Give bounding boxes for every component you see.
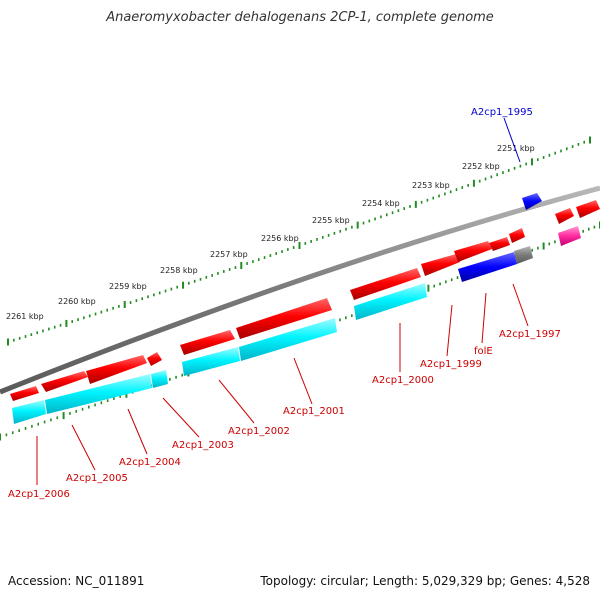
gene-arrow[interactable]	[350, 268, 421, 300]
gene-label[interactable]: A2cp1_2004	[119, 457, 181, 468]
gene-labels: A2cp1_1995 A2cp1_1997 folE A2cp1_1999 A2…	[8, 107, 561, 500]
gene-arrow[interactable]	[10, 386, 39, 401]
gene-arrow[interactable]	[576, 200, 600, 218]
gene-label[interactable]: A2cp1_2006	[8, 489, 70, 500]
gene-arrow[interactable]	[86, 355, 147, 384]
kbp-label: 2251 kbp	[497, 144, 535, 153]
kbp-label: 2255 kbp	[312, 216, 350, 225]
gene-arrow[interactable]	[454, 241, 492, 262]
callout-line	[503, 117, 521, 163]
callout-line	[218, 379, 255, 424]
gene-arrow[interactable]	[555, 208, 574, 224]
outer-scale-ticks	[7, 136, 591, 346]
gene-label[interactable]: A2cp1_2001	[283, 406, 345, 417]
gene-arrow[interactable]	[509, 228, 525, 243]
cds-features	[12, 283, 427, 424]
grey-gene[interactable]	[514, 246, 533, 264]
gene-arrow[interactable]	[147, 352, 162, 366]
gene-arrow[interactable]	[180, 330, 235, 355]
cds-block[interactable]	[12, 400, 46, 424]
blue-gene-a2cp1-1995[interactable]	[522, 193, 542, 210]
gene-label[interactable]: A2cp1_2005	[66, 473, 128, 484]
callout-line	[162, 397, 200, 438]
gene-label[interactable]: folE	[474, 346, 493, 357]
callout-line	[71, 424, 96, 471]
cds-block[interactable]	[182, 347, 240, 376]
kbp-label: 2256 kbp	[261, 234, 299, 243]
topology-text: Topology: circular; Length: 5,029,329 bp…	[260, 574, 590, 588]
kbp-labels: 2251 kbp 2252 kbp 2253 kbp 2254 kbp 2255…	[6, 144, 535, 321]
callout-line	[293, 357, 313, 405]
callout-line	[512, 283, 529, 327]
genome-backbone	[0, 185, 600, 395]
cds-block[interactable]	[354, 283, 427, 320]
cds-block[interactable]	[45, 374, 152, 414]
kbp-label: 2259 kbp	[109, 282, 147, 291]
kbp-label: 2252 kbp	[462, 162, 500, 171]
gene-label[interactable]: A2cp1_1995	[471, 107, 533, 118]
kbp-label: 2253 kbp	[412, 181, 450, 190]
gene-arrow[interactable]	[421, 254, 460, 276]
callout-line	[481, 292, 487, 344]
kbp-label: 2261 kbp	[6, 312, 44, 321]
gene-label[interactable]: A2cp1_2000	[372, 375, 434, 386]
gene-label[interactable]: A2cp1_2003	[172, 440, 234, 451]
kbp-label: 2257 kbp	[210, 250, 248, 259]
cds-block[interactable]	[151, 370, 168, 388]
gene-label[interactable]: A2cp1_2002	[228, 426, 290, 437]
kbp-label: 2258 kbp	[160, 266, 198, 275]
callout-line	[127, 408, 148, 455]
kbp-label: 2260 kbp	[58, 297, 96, 306]
gene-arrow[interactable]	[41, 371, 88, 392]
map-title: Anaeromyxobacter dehalogenans 2CP-1, com…	[106, 10, 494, 25]
forward-genes	[10, 200, 600, 401]
blue-gene-fole[interactable]	[458, 252, 517, 282]
gene-arrow[interactable]	[236, 298, 332, 339]
gene-label[interactable]: A2cp1_1997	[499, 329, 561, 340]
callout-line	[446, 304, 453, 357]
gene-label[interactable]: A2cp1_1999	[420, 359, 482, 370]
gene-arrow[interactable]	[489, 237, 510, 251]
pink-gene[interactable]	[558, 226, 581, 246]
callout-lines	[36, 117, 529, 485]
accession-text: Accession: NC_011891	[8, 574, 145, 588]
cds-block[interactable]	[239, 318, 337, 361]
kbp-label: 2254 kbp	[362, 199, 400, 208]
